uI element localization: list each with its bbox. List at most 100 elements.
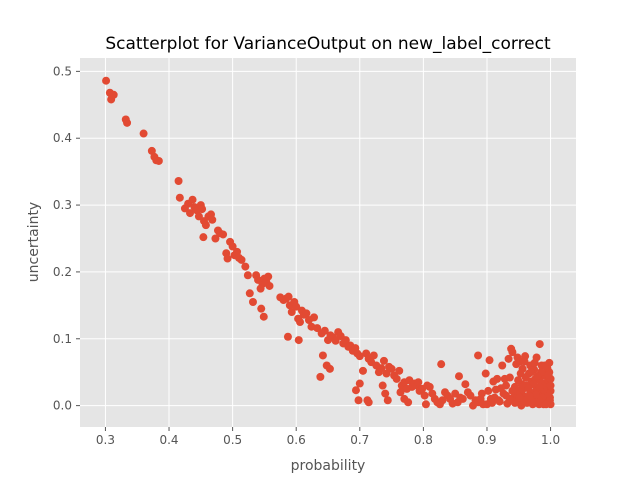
- y-tick-label: 0.3: [53, 198, 72, 212]
- scatter-point: [425, 382, 434, 391]
- scatter-point: [477, 389, 486, 398]
- scatter-point: [491, 385, 500, 394]
- scatter-point: [259, 312, 268, 321]
- scatter-point: [188, 195, 197, 204]
- scatter-point: [421, 400, 430, 409]
- scatter-point: [504, 354, 513, 363]
- scatter-point: [505, 373, 514, 382]
- scatter-point: [542, 400, 551, 409]
- scatter-point: [147, 146, 156, 155]
- scatter-point: [540, 361, 549, 370]
- scatter-point: [186, 209, 195, 218]
- scatter-point: [241, 262, 250, 271]
- x-tick-label: 0.4: [159, 433, 178, 447]
- scatter-point: [520, 357, 529, 366]
- scatter-point: [514, 376, 523, 385]
- scatter-point: [354, 396, 363, 405]
- scatter-point: [420, 391, 429, 400]
- y-tick-label: 0.2: [53, 265, 72, 279]
- scatter-point: [257, 304, 266, 313]
- scatter-point: [382, 369, 391, 378]
- scatter-point: [526, 368, 535, 377]
- scatter-point: [525, 392, 534, 401]
- scatter-point: [310, 313, 319, 322]
- scatter-point: [508, 386, 517, 395]
- y-tick-label: 0.1: [53, 332, 72, 346]
- scatter-point: [243, 271, 252, 280]
- y-tick-label: 0.5: [53, 64, 72, 78]
- scatter-point: [505, 394, 514, 403]
- y-tick-label: 0.4: [53, 131, 72, 145]
- scatter-point: [502, 381, 511, 390]
- scatter-point: [325, 364, 334, 373]
- scatter-points: [102, 76, 555, 410]
- scatter-point: [377, 364, 386, 373]
- scatter-point: [485, 356, 494, 365]
- scatter-point: [482, 400, 491, 409]
- scatter-point: [223, 254, 232, 263]
- x-tick-label: 0.7: [350, 433, 369, 447]
- scatter-point: [109, 90, 118, 99]
- scatter-point: [248, 297, 257, 306]
- x-tick-label: 1.0: [541, 433, 560, 447]
- scatter-point: [495, 397, 504, 406]
- scatter-point: [516, 369, 525, 378]
- scatter-point: [474, 351, 483, 360]
- scatter-point: [237, 255, 246, 264]
- scatter-point: [533, 372, 542, 381]
- scatter-point: [208, 215, 217, 224]
- scatter-point: [461, 380, 470, 389]
- scatter-point: [484, 386, 493, 395]
- y-axis-label: uncertainty: [26, 202, 42, 282]
- scatter-point: [313, 324, 322, 333]
- scatter-point: [458, 394, 467, 403]
- scatter-point: [544, 370, 553, 379]
- scatter-point: [454, 372, 463, 381]
- scatter-point: [369, 351, 378, 360]
- scatter-point: [292, 302, 301, 311]
- scatter-point: [466, 391, 475, 400]
- scatter-point: [530, 358, 539, 367]
- scatter-point: [535, 340, 544, 349]
- scatter-point: [508, 348, 517, 357]
- x-tick-label: 0.5: [223, 433, 242, 447]
- x-tick-label: 0.8: [414, 433, 433, 447]
- scatter-point: [284, 292, 293, 301]
- scatter-point: [265, 281, 274, 290]
- scatter-point: [531, 390, 540, 399]
- scatter-point: [318, 351, 327, 360]
- x-tick-label: 0.6: [287, 433, 306, 447]
- scatter-point: [175, 193, 184, 202]
- scatter-point: [341, 336, 350, 345]
- scatter-point: [395, 366, 404, 375]
- scatter-point: [287, 308, 296, 317]
- scatter-point: [302, 309, 311, 318]
- x-tick-label: 0.3: [96, 433, 115, 447]
- scatter-point: [378, 381, 387, 390]
- scatter-point: [381, 389, 390, 398]
- scatter-point: [139, 129, 148, 138]
- scatter-point: [524, 384, 533, 393]
- scatter-point: [414, 378, 423, 387]
- scatter-point: [198, 205, 207, 214]
- scatter-point: [174, 177, 183, 185]
- scatter-point: [379, 356, 388, 365]
- scatter-point: [489, 377, 498, 386]
- scatter-point: [316, 372, 325, 381]
- x-axis-ticks: 0.3 0.4 0.5 0.6 0.7 0.8 0.9 1.0: [96, 427, 560, 447]
- scatter-point: [199, 233, 208, 242]
- scatter-point: [296, 318, 305, 327]
- scatter-point: [228, 242, 237, 251]
- scatter-point: [438, 396, 447, 405]
- scatter-point: [331, 336, 340, 345]
- scatter-point: [154, 156, 163, 165]
- scatter-point: [396, 388, 405, 397]
- scatter-point: [535, 382, 544, 391]
- x-axis-label: probability: [291, 458, 366, 474]
- scatter-point: [264, 272, 273, 281]
- scatter-point: [233, 247, 242, 256]
- scatter-point: [355, 379, 364, 388]
- scatter-point: [201, 221, 210, 230]
- scatter-point: [351, 386, 360, 395]
